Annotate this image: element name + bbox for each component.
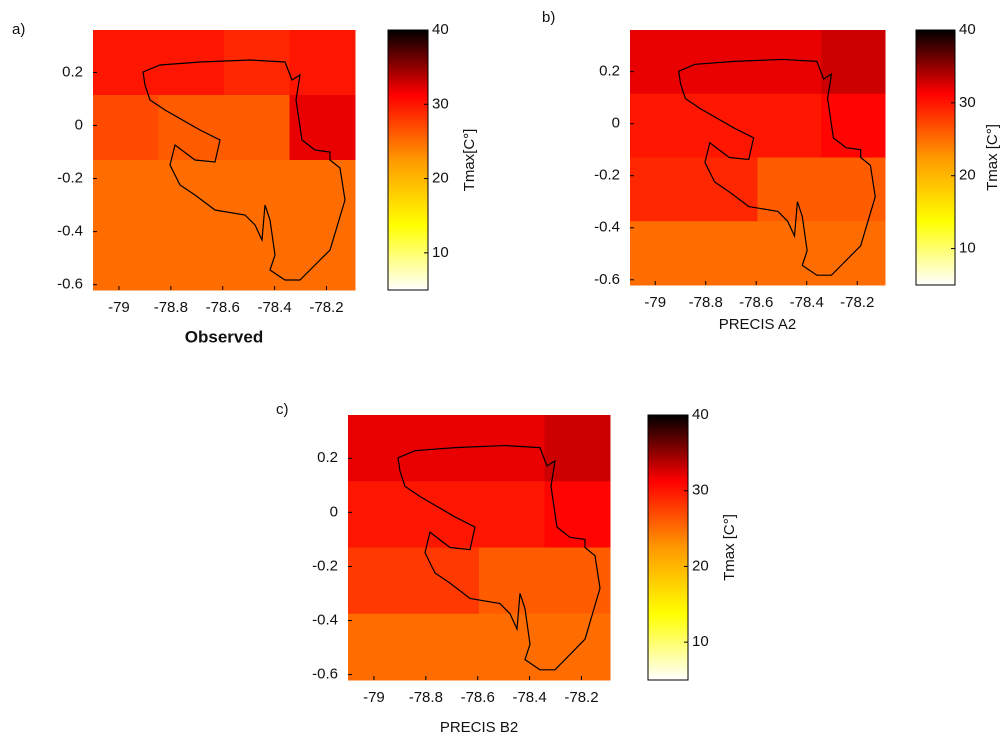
colorbar	[647, 414, 689, 681]
x-tick-label: -78.2	[564, 689, 598, 706]
y-tick-label: -0.4	[57, 223, 83, 240]
heat-cell	[757, 221, 822, 286]
heat-cell	[93, 30, 159, 96]
heat-cell	[693, 93, 758, 158]
heat-cell	[224, 225, 290, 291]
colorbar-tick-label: 10	[432, 244, 449, 261]
y-tick-label: -0.6	[57, 276, 83, 293]
colorbar-tick-label: 20	[432, 170, 449, 187]
x-axis-label: PRECIS B2	[440, 719, 518, 736]
colorbar-label: Tmax [C°]	[984, 124, 1001, 191]
heat-cell	[693, 221, 758, 286]
heat-cell	[348, 547, 414, 615]
heat-cell	[630, 157, 695, 222]
heat-cell	[630, 221, 695, 286]
heat-cell	[158, 225, 225, 291]
y-tick-label: -0.2	[312, 557, 338, 574]
y-tick-label: -0.6	[594, 271, 620, 288]
heat-cell	[479, 613, 545, 681]
heat-cell	[757, 30, 822, 95]
colorbar-tick-label: 10	[959, 240, 976, 257]
x-tick-label: -78.6	[461, 689, 495, 706]
x-tick-label: -79	[644, 294, 666, 311]
x-tick-label: -78.2	[309, 299, 343, 316]
heat-cell	[93, 225, 159, 291]
heat-cell	[544, 415, 611, 482]
panel: -79 -78.8 -78.6 -78.4 -78.2 0.2 0 -0.2 -0.4 -0.6 b…	[542, 9, 1001, 333]
y-tick-label: -0.6	[312, 666, 338, 683]
x-axis-label: Observed	[185, 327, 263, 346]
panel: -79 -78.8 -78.6 -78.4 -78.2 0.2 0 -0.2 -0.4 -0.6 a…	[12, 21, 478, 347]
y-tick-label: 0	[612, 115, 620, 132]
y-tick-label: -0.4	[594, 219, 620, 236]
colorbar-tick-label: 20	[959, 167, 976, 184]
colorbar-tick-label: 20	[692, 557, 709, 574]
heat-cell	[348, 481, 414, 548]
x-tick-label: -78.6	[739, 294, 773, 311]
heat-cell	[630, 93, 695, 158]
heat-cell	[93, 95, 159, 161]
heat-cell	[479, 481, 545, 548]
x-axis-label: PRECIS A2	[719, 316, 797, 333]
heat-cell	[93, 160, 159, 226]
colorbar	[387, 29, 429, 291]
y-tick-label: 0	[75, 116, 83, 133]
region-outline	[142, 59, 346, 281]
colorbar-label: Tmax [C°]	[721, 514, 738, 581]
y-tick-label: 0.2	[62, 63, 83, 80]
colorbar-tick-label: 30	[959, 94, 976, 111]
x-tick-label: -78.8	[409, 689, 443, 706]
y-tick-label: 0	[330, 503, 338, 520]
colorbar-tick-label: 40	[432, 21, 449, 38]
x-tick-label: -78.2	[840, 294, 874, 311]
x-tick-label: -78.8	[154, 299, 188, 316]
x-tick-label: -79	[108, 299, 130, 316]
heat-cell	[224, 160, 290, 226]
heat-cell	[479, 547, 545, 615]
heat-cell	[757, 157, 822, 222]
x-tick-label: -78.6	[206, 299, 240, 316]
heat-cell	[630, 30, 695, 95]
x-tick-label: -78.4	[512, 689, 546, 706]
panel-label: a)	[12, 21, 25, 38]
x-tick-label: -78.8	[689, 294, 723, 311]
x-tick-label: -78.4	[790, 294, 824, 311]
heat-cell	[348, 415, 414, 482]
x-tick-label: -79	[363, 689, 385, 706]
y-tick-label: 0.2	[317, 449, 338, 466]
heat-cell	[821, 157, 886, 222]
y-tick-label: -0.2	[594, 167, 620, 184]
y-tick-label: -0.2	[57, 170, 83, 187]
heat-cell	[821, 30, 886, 95]
y-tick-label: 0.2	[599, 63, 620, 80]
region-outline	[397, 444, 601, 671]
colorbar	[915, 29, 956, 286]
colorbar-tick-label: 30	[432, 95, 449, 112]
panel-label: b)	[542, 9, 555, 26]
heat-cell	[224, 30, 290, 96]
heat-cell	[757, 93, 822, 158]
colorbar-tick-label: 30	[692, 482, 709, 499]
heat-cell	[224, 95, 290, 161]
heat-cell	[289, 160, 356, 226]
colorbar-tick-label: 10	[692, 633, 709, 650]
heat-cell	[348, 613, 414, 681]
panel-label: c)	[276, 401, 289, 418]
heat-cell	[413, 481, 480, 548]
region-outline	[677, 58, 876, 276]
heat-cell	[413, 613, 480, 681]
colorbar-tick-label: 40	[959, 21, 976, 38]
heat-cell	[544, 547, 611, 615]
heat-cell	[289, 30, 356, 96]
colorbar-label: Tmax[C°]	[461, 129, 478, 192]
heat-cell	[479, 415, 545, 482]
x-tick-label: -78.4	[257, 299, 291, 316]
y-tick-label: -0.4	[312, 611, 338, 628]
heat-cell	[158, 95, 225, 161]
colorbar-tick-label: 40	[692, 406, 709, 423]
panel: -79 -78.8 -78.6 -78.4 -78.2 0.2 0 -0.2 -0.4 -0.6 c…	[276, 401, 738, 736]
